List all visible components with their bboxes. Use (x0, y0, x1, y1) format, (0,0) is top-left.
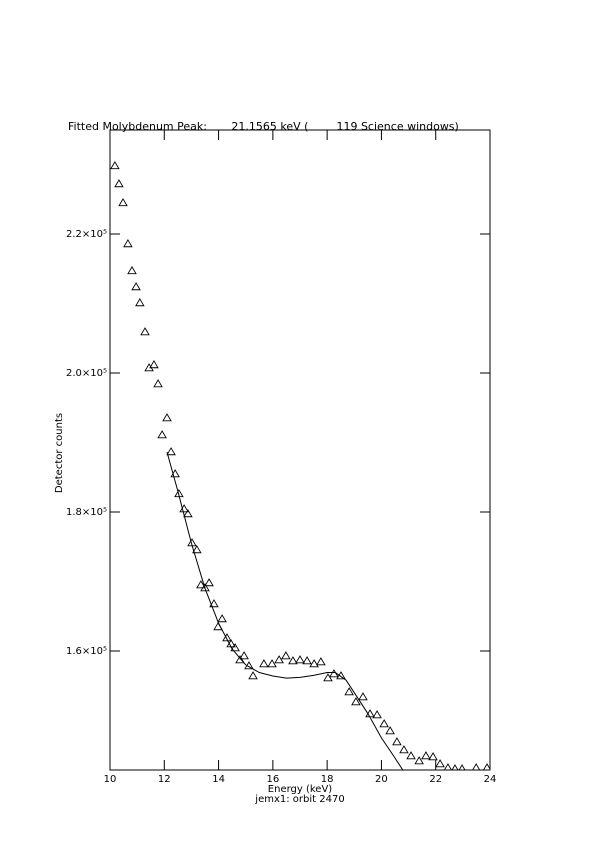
data-point (406, 751, 416, 760)
data-point (153, 379, 163, 388)
x-tick-label: 12 (158, 774, 171, 785)
data-point (414, 756, 424, 765)
data-point (472, 763, 481, 770)
data-point (235, 655, 245, 664)
data-point (222, 633, 232, 642)
data-point (344, 687, 354, 696)
data-point (288, 656, 298, 665)
data-point (239, 651, 249, 660)
data-point (482, 763, 490, 770)
plot-area (110, 161, 490, 770)
data-point (149, 360, 159, 369)
data-point (267, 659, 277, 668)
data-point (162, 413, 172, 422)
data-point (200, 583, 210, 592)
data-point (323, 673, 333, 682)
data-point (295, 655, 305, 664)
data-point (392, 737, 402, 746)
plot-frame (109, 129, 491, 771)
y-axis-label: Detector counts (54, 413, 65, 493)
data-point (302, 656, 312, 665)
data-point (196, 580, 206, 589)
data-point (217, 614, 227, 623)
data-point (421, 751, 431, 760)
data-point (140, 327, 150, 336)
data-point (114, 179, 124, 188)
x-axis-label: Energy (keV) (268, 784, 333, 795)
data-point (118, 198, 128, 207)
y-tick-label: 1.8×10⁵ (66, 507, 107, 518)
data-point (123, 239, 133, 248)
x-tick-label: 16 (266, 774, 279, 785)
data-point (127, 266, 137, 275)
data-point (230, 643, 240, 652)
data-point (166, 447, 176, 456)
data-point (399, 745, 409, 754)
subtitle: jemx1: orbit 2470 (254, 794, 344, 805)
data-point (248, 671, 258, 680)
x-tick-label: 24 (484, 774, 497, 785)
data-point (385, 726, 395, 735)
data-point (372, 710, 382, 719)
chart-title: Fitted Molybdenum Peak: 21.1565 keV ( 11… (68, 120, 459, 133)
data-point (192, 545, 202, 554)
data-point (204, 578, 214, 587)
data-point (110, 161, 120, 170)
data-point (259, 659, 269, 668)
data-point (458, 764, 466, 770)
x-tick-label: 18 (321, 774, 334, 785)
data-point (131, 282, 141, 291)
y-tick-label: 1.6×10⁵ (66, 646, 107, 657)
data-point (435, 759, 445, 768)
data-point (281, 651, 291, 660)
fit-line (166, 451, 404, 770)
data-point (157, 430, 167, 439)
data-point (428, 752, 438, 761)
data-point (351, 697, 361, 706)
x-tick-label: 22 (429, 774, 442, 785)
data-point (358, 692, 368, 701)
x-tick-label: 10 (104, 774, 117, 785)
data-point (183, 509, 193, 518)
data-point (316, 657, 326, 666)
data-point (379, 719, 389, 728)
data-point (209, 599, 219, 608)
data-point (135, 298, 145, 307)
y-tick-label: 2.0×10⁵ (66, 368, 107, 379)
data-point (443, 763, 452, 770)
data-point (451, 764, 459, 770)
y-tick-label: 2.2×10⁵ (66, 229, 107, 240)
data-point (274, 655, 284, 664)
data-point (309, 659, 319, 668)
x-tick-label: 20 (375, 774, 388, 785)
x-tick-label: 14 (212, 774, 225, 785)
